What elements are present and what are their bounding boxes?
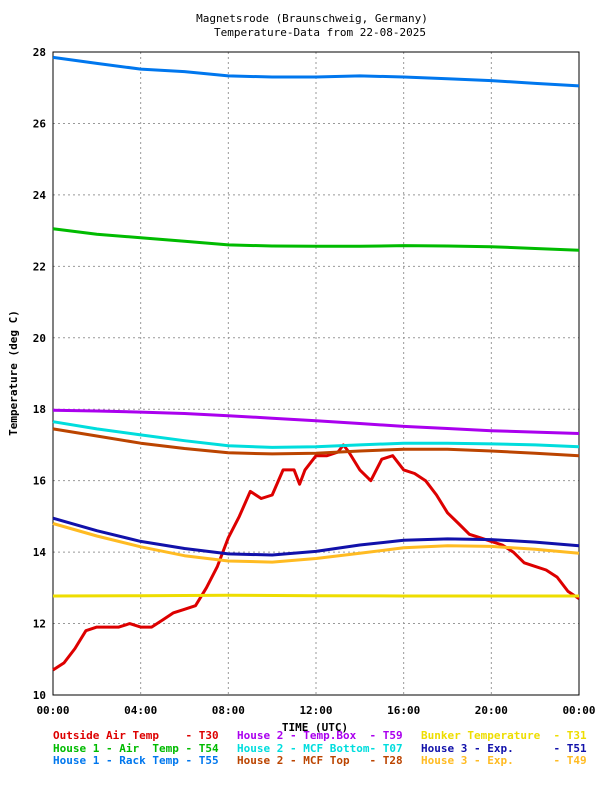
y-tick-label: 10	[33, 689, 46, 702]
legend-entry: House 2 - MCF Bottom- T07	[237, 742, 403, 755]
y-tick-label: 14	[33, 546, 47, 559]
y-tick-label: 18	[33, 403, 46, 416]
legend-entry: House 1 - Air Temp - T54	[53, 742, 219, 755]
series-group	[52, 55, 580, 672]
legend-entry: House 1 - Rack Temp - T55	[53, 754, 219, 767]
legend: Outside Air Temp - T30 House 2 - Temp.Box…	[53, 729, 587, 767]
x-tick-label: 00:00	[562, 704, 595, 717]
y-tick-label: 16	[33, 475, 47, 488]
y-tick-labels: 10 12 14 16 18 20 22 24 26 28	[33, 46, 47, 702]
chart-subtitle: Temperature-Data from 22-08-2025	[214, 26, 426, 39]
x-tick-label: 12:00	[299, 704, 332, 717]
x-tick-label: 08:00	[212, 704, 245, 717]
x-tick-labels: 00:00 04:00 08:00 12:00 16:00 20:00 00:00	[36, 704, 595, 717]
legend-entry: House 3 - Exp. - T51	[421, 742, 587, 755]
grid-lines	[53, 52, 579, 695]
series-line-house-2-temp-box-t59	[52, 408, 580, 435]
x-axis-label: TIME (UTC)	[282, 721, 348, 734]
series-line-house-3-exp-t51	[52, 516, 580, 557]
series-line-house-3-exp-t49	[52, 522, 580, 564]
legend-entry: House 3 - Exp. - T49	[421, 754, 587, 767]
y-tick-label: 12	[33, 618, 46, 631]
y-tick-label: 22	[33, 260, 46, 273]
chart-title: Magnetsrode (Braunschweig, Germany)	[196, 12, 428, 25]
x-tick-label: 20:00	[475, 704, 508, 717]
series-line-house-1-air-temp-t54	[52, 227, 580, 252]
y-tick-label: 28	[33, 46, 46, 59]
x-tick-label: 00:00	[36, 704, 69, 717]
legend-entry: House 2 - Temp.Box - T59	[237, 729, 403, 742]
series-line-house-2-mcf-bottom-t07	[52, 420, 580, 449]
y-axis-label: Temperature (deg C)	[7, 310, 20, 436]
series-line-house-2-mcf-top-t28	[52, 427, 580, 458]
legend-entry: Bunker Temperature - T31	[421, 729, 587, 742]
series-line-house-1-rack-temp-t55	[52, 55, 580, 88]
y-tick-label: 26	[33, 117, 47, 130]
x-tick-label: 04:00	[124, 704, 157, 717]
plot-frame	[52, 51, 580, 696]
y-tick-label: 20	[33, 332, 46, 345]
series-line-bunker-temperature-t31	[52, 593, 579, 598]
y-tick-label: 24	[33, 189, 47, 202]
legend-entry: Outside Air Temp - T30	[53, 729, 219, 742]
x-tick-label: 16:00	[387, 704, 420, 717]
legend-entry: House 2 - MCF Top - T28	[237, 754, 403, 767]
